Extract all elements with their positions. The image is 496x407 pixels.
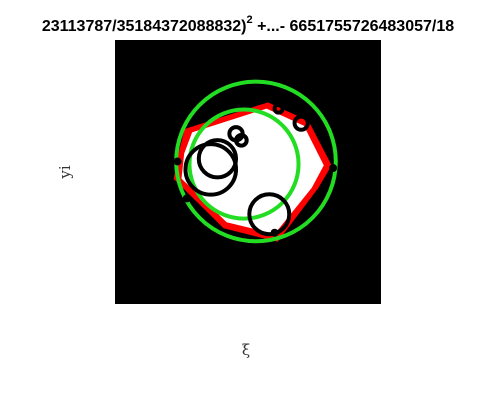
- black-circle-5: [234, 133, 249, 148]
- black-circle-3: [247, 192, 292, 237]
- black-circle-7: [272, 102, 285, 115]
- y-axis-label: yi: [56, 165, 74, 179]
- black-circle-2: [196, 138, 239, 180]
- black-dot-1: [173, 157, 182, 166]
- black-dot-3: [182, 194, 191, 203]
- green-circle-2: [187, 107, 301, 221]
- x-axis-label: ξ: [242, 341, 250, 359]
- title-left: 23113787/35184372088832): [42, 18, 247, 35]
- black-dot-2: [329, 164, 338, 173]
- black-dot-4: [270, 228, 279, 237]
- plot-marks: [173, 79, 338, 244]
- chart-title: 23113787/35184372088832)2 +...- 66517557…: [42, 14, 454, 35]
- title-exponent: 2: [247, 14, 253, 26]
- title-right: +...- 6651755726483057/18: [253, 18, 455, 35]
- black-circle-6: [292, 114, 310, 132]
- black-circle-1: [183, 142, 239, 197]
